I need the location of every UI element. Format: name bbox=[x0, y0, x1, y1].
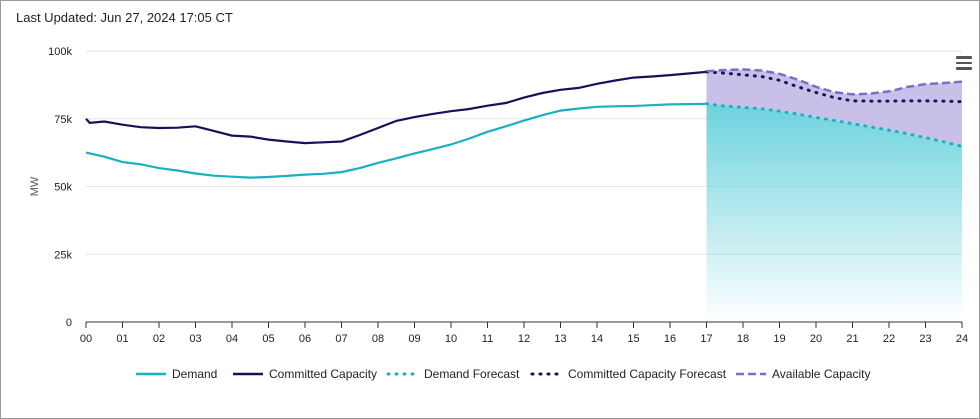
committed-capacity-forecast-line bbox=[705, 70, 964, 104]
x-tick-label: 02 bbox=[153, 333, 165, 345]
demand-forecast-line bbox=[705, 102, 964, 148]
y-tick-label: 50k bbox=[54, 182, 72, 194]
x-tick-label: 17 bbox=[700, 333, 712, 345]
committed-capacity-line bbox=[85, 70, 707, 145]
legend-item[interactable]: Committed Capacity bbox=[233, 367, 377, 381]
x-tick-label: 03 bbox=[189, 333, 201, 345]
available-capacity-area bbox=[706, 69, 962, 147]
legend-label: Demand Forecast bbox=[424, 367, 520, 381]
legend-label: Demand bbox=[172, 367, 217, 381]
x-tick-label: 09 bbox=[408, 333, 420, 345]
legend-item[interactable]: Demand Forecast bbox=[386, 367, 520, 381]
x-tick-label: 12 bbox=[518, 333, 530, 345]
x-tick-label: 19 bbox=[773, 333, 785, 345]
x-tick-label: 04 bbox=[226, 333, 238, 345]
y-tick-label: 75k bbox=[54, 114, 72, 126]
x-tick-label: 20 bbox=[810, 333, 822, 345]
demand-line bbox=[85, 102, 707, 179]
x-tick-label: 22 bbox=[883, 333, 895, 345]
legend-item[interactable]: Available Capacity bbox=[736, 367, 871, 381]
y-tick-label: 25k bbox=[54, 249, 72, 261]
x-tick-label: 23 bbox=[919, 333, 931, 345]
last-updated-text: Last Updated: Jun 27, 2024 17:05 CT bbox=[16, 10, 233, 25]
x-tick-label: 10 bbox=[445, 333, 457, 345]
y-tick-label: 0 bbox=[66, 317, 72, 329]
hamburger-menu-icon[interactable] bbox=[956, 56, 972, 70]
legend-item[interactable]: Committed Capacity Forecast bbox=[530, 367, 727, 381]
x-tick-label: 01 bbox=[116, 333, 128, 345]
x-tick-label: 21 bbox=[846, 333, 858, 345]
legend-label: Committed Capacity Forecast bbox=[568, 367, 727, 381]
legend-item[interactable]: Demand bbox=[136, 367, 217, 381]
x-tick-label: 11 bbox=[482, 333, 493, 345]
y-axis-label: MW bbox=[29, 176, 41, 196]
x-tick-label: 15 bbox=[627, 333, 639, 345]
x-tick-label: 08 bbox=[372, 333, 384, 345]
legend-label: Available Capacity bbox=[772, 367, 871, 381]
legend-label: Committed Capacity bbox=[269, 367, 377, 381]
x-tick-label: 05 bbox=[262, 333, 274, 345]
y-tick-label: 100k bbox=[48, 46, 72, 58]
x-tick-label: 07 bbox=[335, 333, 347, 345]
demand-forecast-area bbox=[706, 103, 962, 322]
available-capacity-line bbox=[706, 68, 963, 96]
x-tick-label: 18 bbox=[737, 333, 749, 345]
x-tick-label: 00 bbox=[80, 333, 92, 345]
x-tick-label: 14 bbox=[591, 333, 603, 345]
x-tick-label: 13 bbox=[554, 333, 566, 345]
x-tick-label: 06 bbox=[299, 333, 311, 345]
x-tick-label: 24 bbox=[956, 333, 968, 345]
x-tick-label: 16 bbox=[664, 333, 676, 345]
